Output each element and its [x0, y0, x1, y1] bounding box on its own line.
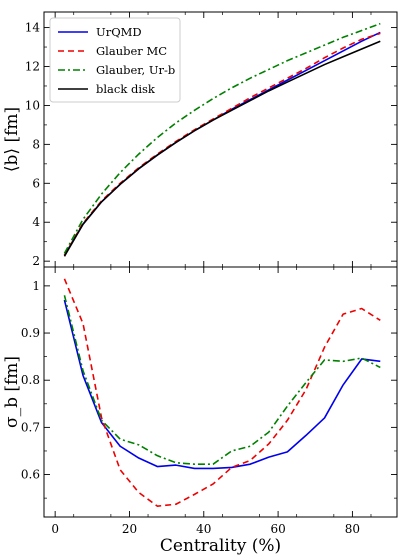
legend: UrQMD Glauber MC Glauber, Ur-b black disk [49, 17, 181, 103]
bottom-x-tick-label: 0 [51, 522, 59, 536]
top-series-black-disk [63, 40, 381, 257]
bottom-x-tick-label: 60 [270, 522, 285, 536]
bottom-panel-sigma-b: 0 20 40 60 80 0.6 0.7 0.8 0.9 1 σ_b [fm] Centrality… [2, 266, 398, 556]
bottom-y-tick-label: 0.9 [21, 326, 40, 340]
bottom-x-tick-label: 40 [196, 522, 211, 536]
top-series-glauber-ur-b [63, 22, 381, 254]
legend-label-black-disk: black disk [96, 82, 156, 96]
bottom-series-glauber-mc [63, 278, 381, 507]
top-y-tick-label: 12 [25, 60, 40, 74]
bottom-series-glauber-ur-b [63, 295, 381, 465]
top-y-tick-label: 4 [32, 215, 40, 229]
bottom-x-tick-label: 20 [122, 522, 137, 536]
bottom-series-urqmd [63, 299, 381, 470]
top-series-group [63, 22, 381, 257]
top-y-axis-label: ⟨b⟩ [fm] [2, 107, 22, 172]
top-y-tick-label: 2 [32, 254, 40, 268]
top-y-tick-label: 14 [25, 21, 41, 35]
legend-label-glauber-ur-b: Glauber, Ur-b [96, 63, 175, 77]
bottom-y-axis-label: σ_b [fm] [2, 356, 22, 428]
bottom-y-tick-label: 0.8 [21, 373, 40, 387]
top-y-tick-label: 8 [32, 137, 40, 151]
top-panel-bmean: 2 4 6 8 10 12 14 ⟨b⟩ [fm] UrQMD Glauber MC Glauber… [2, 11, 398, 268]
bottom-y-tick-label: 0.6 [21, 468, 40, 482]
bottom-y-tick-label: 1 [32, 279, 40, 293]
legend-box [49, 17, 181, 103]
bottom-x-axis-label: Centrality (%) [160, 536, 281, 556]
top-series-glauber-mc [63, 32, 381, 256]
legend-label-urqmd: UrQMD [96, 25, 142, 39]
bottom-axes-frame [43, 266, 398, 518]
legend-label-glauber-mc: Glauber MC [96, 44, 167, 58]
bottom-series-group [63, 278, 381, 507]
top-y-tick-label: 6 [32, 176, 40, 190]
top-y-tick-label: 10 [25, 98, 40, 112]
bottom-x-tick-label: 80 [345, 522, 360, 536]
bottom-y-tick-label: 0.7 [21, 420, 40, 434]
